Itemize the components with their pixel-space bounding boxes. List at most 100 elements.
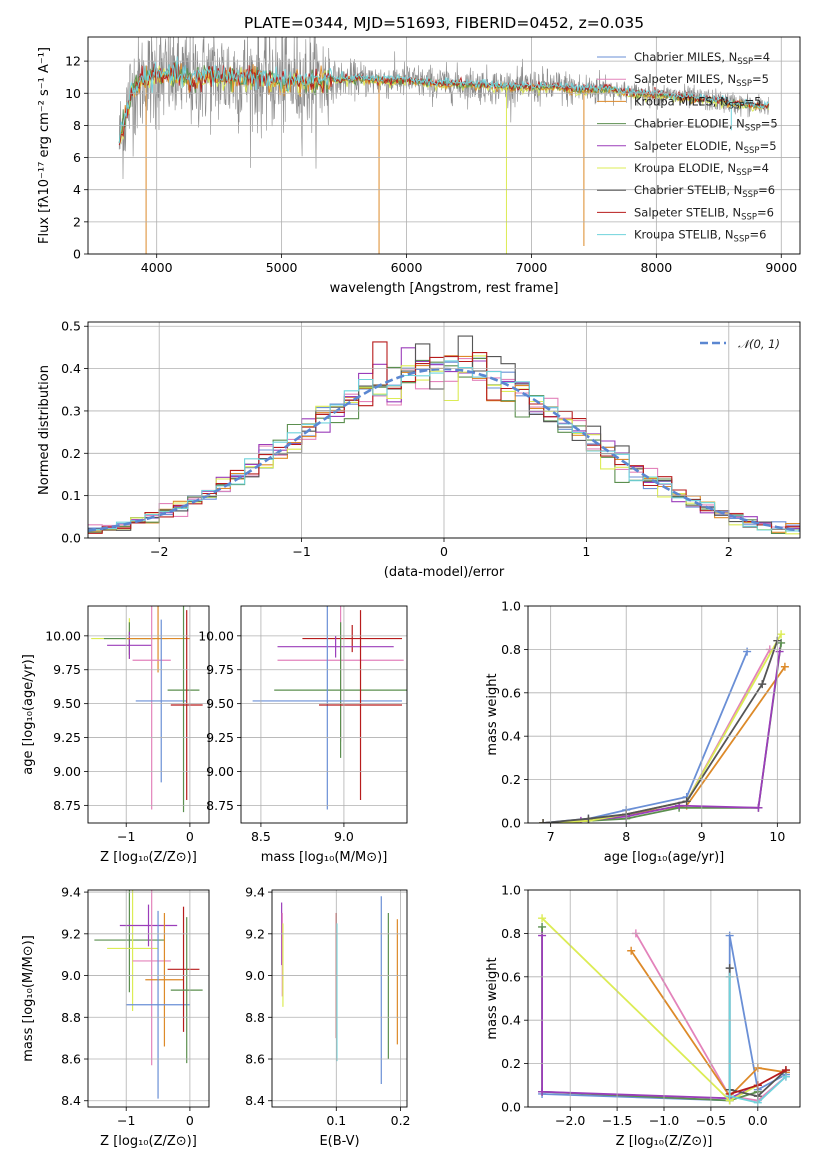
x-tick-label: 2 — [725, 544, 733, 559]
x-tick-label: 0 — [440, 544, 448, 559]
chart-residuals: −2 −1 0 1 2 0.0 0.1 0.2 0.3 0.4 0.5 (data-model)/er… — [37, 319, 801, 580]
axes-frame — [527, 889, 801, 1108]
mass-weight-line — [543, 651, 781, 823]
data-point-marker — [775, 647, 784, 656]
y-tick-label: 9.2 — [245, 926, 265, 941]
x-tick-label: 0.1 — [326, 1113, 346, 1128]
y-tick-label: 9.00 — [206, 764, 234, 779]
legend-label: Chabrier MILES, N — [634, 50, 737, 64]
plot-area — [538, 914, 790, 1107]
y-tick-label: 0.2 — [61, 446, 81, 461]
legend-entry: Kroupa MILES, NSSP=5 — [634, 94, 761, 111]
x-tick-label: 1 — [582, 544, 590, 559]
legend-entry: 𝒩(0, 1) — [738, 337, 780, 351]
y-tick-label: 0.4 — [501, 1013, 521, 1028]
x-tick-label: −1.5 — [602, 1113, 632, 1128]
y-tick-label: 0.0 — [501, 1100, 521, 1115]
y-tick-label: 8 — [73, 118, 81, 133]
y-tick-label: 1.0 — [501, 599, 521, 614]
legend-suffix: =5 — [744, 94, 761, 108]
y-tick-label: 9.2 — [61, 926, 81, 941]
y-tick-label: 0.6 — [501, 969, 521, 984]
legend-subscript: SSP — [745, 124, 761, 134]
y-tick-label: 8.8 — [245, 1010, 265, 1025]
y-tick-label: 0.1 — [61, 488, 81, 503]
y-axis-label: Normed distribution — [37, 365, 52, 495]
y-tick-label: 0.3 — [61, 403, 81, 418]
legend-entry: Chabrier ELODIE, NSSP=5 — [634, 117, 778, 134]
legend-entry: Salpeter STELIB, NSSP=6 — [634, 205, 774, 222]
x-tick-label: 8000 — [640, 260, 672, 275]
y-axis-label: age [log₁₀(age/yr)] — [21, 654, 36, 775]
plot-area — [91, 606, 203, 813]
legend-label: Kroupa STELIB, N — [634, 228, 734, 242]
y-axis-label: mass weight — [485, 673, 500, 755]
legend-suffix: =5 — [761, 117, 778, 131]
data-point-marker — [538, 922, 547, 931]
x-tick-label: −2 — [150, 544, 168, 559]
model-spectrum-line-8 — [118, 56, 770, 144]
axes-frame — [271, 889, 408, 1108]
y-tick-label: 9.00 — [53, 764, 81, 779]
x-tick-label: 9.0 — [334, 829, 354, 844]
legend-subscript: SSP — [729, 101, 745, 111]
legend-label: Salpeter ELODIE, N — [634, 139, 744, 153]
x-axis-label: (data-model)/error — [384, 565, 505, 580]
data-point-marker — [538, 1087, 547, 1096]
data-point-marker — [539, 819, 548, 823]
legend-subscript: SSP — [741, 212, 757, 222]
data-point-marker — [725, 931, 734, 940]
plot-area — [94, 890, 203, 1099]
mass-weight-line — [541, 917, 759, 1102]
axes-frame — [87, 36, 801, 255]
legend-subscript: SSP — [744, 146, 760, 156]
y-tick-label: 0.4 — [501, 729, 521, 744]
legend-suffix: =6 — [749, 228, 766, 242]
data-point-marker — [777, 630, 786, 639]
x-tick-label: 8 — [622, 829, 630, 844]
x-tick-label: 9000 — [765, 260, 797, 275]
x-tick-label: −1 — [292, 544, 310, 559]
x-tick-label: −1 — [117, 829, 135, 844]
legend-subscript: SSP — [742, 190, 758, 200]
x-tick-label: 4000 — [141, 260, 173, 275]
y-axis-label: mass weight — [485, 957, 500, 1039]
y-tick-label: 8.75 — [53, 798, 81, 813]
chart-age-vs-z: −1 0 8.75 9.00 9.25 9.50 9.75 10.00 Z [log₁₀(Z/Z… — [21, 605, 210, 865]
y-tick-label: 8.75 — [206, 798, 234, 813]
data-point-marker — [758, 680, 767, 689]
x-tick-label: 8.5 — [251, 829, 271, 844]
data-point-marker — [538, 931, 547, 940]
legend-entry: Kroupa ELODIE, NSSP=4 — [634, 161, 769, 178]
x-axis-label: E(B-V) — [319, 1134, 359, 1149]
y-tick-label: 10.00 — [45, 628, 81, 643]
mass-weight-line — [543, 633, 782, 823]
y-tick-label: 9.4 — [245, 885, 265, 900]
legend-label: Salpeter MILES, N — [634, 72, 736, 86]
legend-suffix: =5 — [752, 72, 769, 86]
axes-frame — [87, 889, 210, 1108]
y-tick-label: 0.4 — [61, 361, 81, 376]
y-tick-label: 12 — [65, 54, 81, 69]
legend-label: Salpeter STELIB, N — [634, 205, 741, 219]
axes-frame — [527, 605, 801, 824]
x-axis-label: Z [log₁₀(Z/Z⊙)] — [100, 1134, 197, 1149]
legend-subscript: SSP — [734, 235, 750, 245]
y-tick-label: 6 — [73, 150, 81, 165]
mass-weight-line — [543, 640, 779, 823]
axes-frame — [87, 321, 801, 539]
legend-entry: Chabrier STELIB, NSSP=6 — [634, 183, 775, 200]
plot-area — [281, 896, 398, 1085]
legend-subscript: SSP — [736, 79, 752, 89]
data-point-marker — [538, 914, 547, 923]
y-tick-label: 0.6 — [501, 685, 521, 700]
x-tick-label: 5000 — [266, 260, 298, 275]
x-tick-label: 7 — [547, 829, 555, 844]
y-tick-label: 9.75 — [53, 662, 81, 677]
y-tick-label: 9.4 — [61, 885, 81, 900]
x-tick-label: 6000 — [391, 260, 423, 275]
data-point-marker — [754, 803, 763, 812]
x-axis-label: wavelength [Angstrom, rest frame] — [330, 281, 559, 296]
x-axis-label: age [log₁₀(age/yr)] — [604, 850, 725, 865]
